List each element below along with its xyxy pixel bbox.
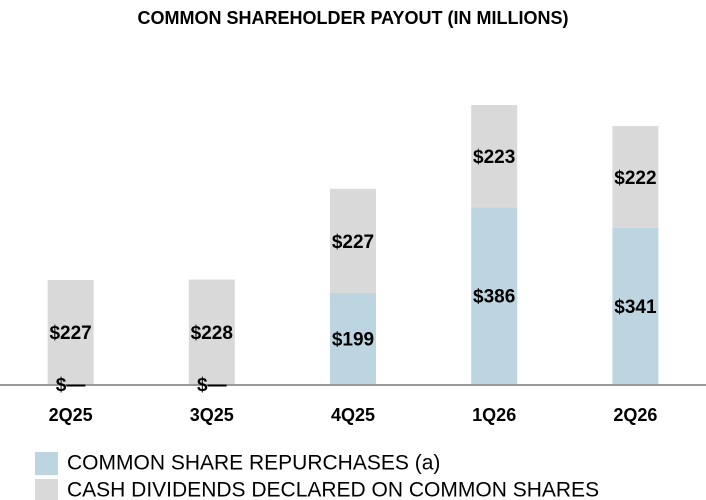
value-label: $228 bbox=[191, 323, 233, 344]
x-tick-label: 1Q26 bbox=[472, 405, 516, 425]
value-label: $223 bbox=[473, 147, 515, 168]
x-tick-label: 2Q25 bbox=[49, 405, 93, 425]
bar-segment bbox=[471, 105, 518, 208]
x-tick-label: 3Q25 bbox=[190, 405, 234, 425]
legend-label: COMMON SHARE REPURCHASES (a) bbox=[67, 452, 440, 475]
bar-segment bbox=[330, 292, 376, 384]
bar-segment bbox=[188, 279, 235, 384]
value-label: $227 bbox=[332, 232, 374, 253]
value-label: $199 bbox=[332, 329, 374, 350]
value-label: $— bbox=[56, 375, 86, 396]
labels: $— $227 $— $228 $199 $227 $386 $223 $341 $222 bbox=[49, 147, 657, 396]
bars bbox=[47, 105, 659, 384]
x-tick-label: 2Q26 bbox=[613, 405, 657, 425]
bar-segment bbox=[471, 207, 518, 384]
value-label: $341 bbox=[614, 297, 657, 318]
chart-title: COMMON SHAREHOLDER PAYOUT (IN MILLIONS) bbox=[138, 8, 569, 28]
bar-segment bbox=[330, 188, 376, 293]
value-label: $222 bbox=[614, 168, 656, 189]
legend-swatch bbox=[35, 479, 58, 500]
bar-segment bbox=[612, 126, 659, 228]
bar-segment bbox=[47, 280, 94, 384]
bar-segment bbox=[612, 227, 659, 384]
value-label: $227 bbox=[49, 323, 91, 344]
value-label: $386 bbox=[473, 287, 515, 308]
legend-label: CASH DIVIDENDS DECLARED ON COMMON SHARES bbox=[67, 479, 599, 500]
legend-swatch bbox=[35, 452, 58, 475]
value-label: $— bbox=[197, 375, 227, 396]
x-tick-label: 4Q25 bbox=[331, 405, 375, 425]
